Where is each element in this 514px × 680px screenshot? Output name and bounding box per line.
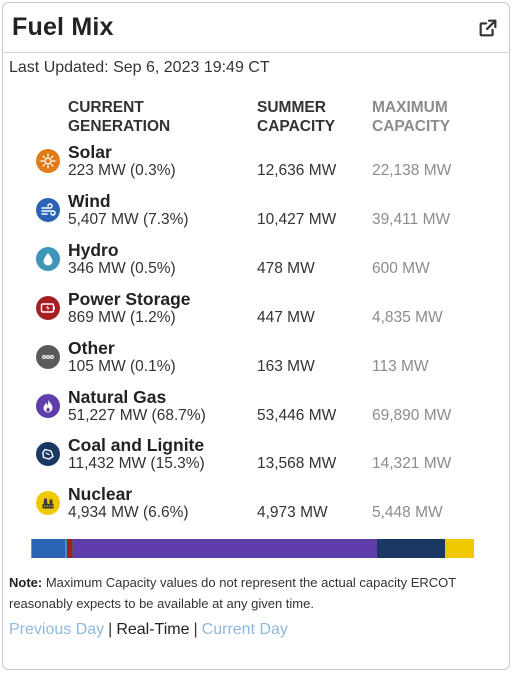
fuel-maximum-capacity: 39,411 MW bbox=[372, 210, 451, 228]
fuel-mix-card: Fuel Mix bbox=[2, 2, 510, 670]
fuel-row-wind: Wind 5,407 MW (7.3%) 10,427 MW 39,411 MW bbox=[0, 190, 508, 238]
fuel-name: Natural Gas bbox=[68, 386, 167, 407]
external-link-icon[interactable] bbox=[477, 17, 499, 39]
fuel-name: Other bbox=[68, 337, 115, 358]
flame-icon bbox=[36, 393, 60, 418]
fuel-name: Wind bbox=[68, 190, 111, 211]
more-dots-icon bbox=[36, 344, 60, 369]
bar-segment-solar bbox=[31, 539, 33, 558]
fuel-summer-capacity: 163 MW bbox=[257, 357, 315, 375]
fuel-current-generation: 5,407 MW (7.3%) bbox=[68, 210, 189, 228]
nuclear-plant-icon bbox=[36, 491, 60, 516]
fuel-summer-capacity: 447 MW bbox=[257, 308, 315, 326]
current-day-link[interactable]: Current Day bbox=[201, 621, 288, 638]
fuel-name: Coal and Lignite bbox=[68, 435, 205, 456]
note-text: Maximum Capacity values do not represent… bbox=[9, 575, 456, 611]
fuel-summer-capacity: 13,568 MW bbox=[257, 455, 337, 473]
fuel-name: Hydro bbox=[68, 239, 119, 260]
fuel-summer-capacity: 478 MW bbox=[257, 259, 315, 277]
fuel-name: Solar bbox=[68, 142, 112, 162]
fuel-row-natural-gas: Natural Gas 51,227 MW (68.7%) 53,446 MW 69,… bbox=[0, 386, 508, 434]
column-header-maximum: MAXIMUM CAPACITY bbox=[372, 99, 451, 135]
fuel-summer-capacity: 12,636 MW bbox=[257, 162, 337, 179]
note-label: Note: bbox=[9, 575, 43, 590]
bar-segment-wind bbox=[32, 539, 65, 558]
fuel-row-hydro: Hydro 346 MW (0.5%) 478 MW 600 MW bbox=[0, 239, 508, 287]
water-drop-icon bbox=[36, 246, 60, 271]
fuel-name: Power Storage bbox=[68, 288, 191, 309]
bar-segment-coal-and-lignite bbox=[376, 539, 445, 558]
fuel-row-solar: Solar 223 MW (0.3%) 12,636 MW 22,138 MW bbox=[0, 142, 508, 189]
fuel-maximum-capacity: 69,890 MW bbox=[372, 406, 452, 424]
last-updated: Last Updated: Sep 6, 2023 19:49 CT bbox=[9, 59, 270, 76]
view-links: Previous Day | Real-Time | Current Day bbox=[9, 621, 288, 639]
fuel-maximum-capacity: 22,138 MW bbox=[372, 162, 452, 179]
column-header-summer: SUMMER CAPACITY bbox=[257, 99, 336, 135]
fuel-row-coal-and-lignite: Coal and Lignite 11,432 MW (15.3%) 13,568 … bbox=[0, 435, 508, 482]
fuel-current-generation: 4,934 MW (6.6%) bbox=[68, 504, 189, 522]
fuel-maximum-capacity: 14,321 MW bbox=[372, 455, 452, 473]
coal-icon bbox=[36, 442, 60, 467]
fuel-current-generation: 869 MW (1.2%) bbox=[68, 308, 176, 326]
fuel-share-bar bbox=[31, 539, 474, 558]
fuel-summer-capacity: 10,427 MW bbox=[257, 210, 337, 228]
capacity-note: Note: Maximum Capacity values do not rep… bbox=[9, 572, 499, 614]
wind-icon bbox=[36, 197, 60, 222]
fuel-row-power-storage: Power Storage 869 MW (1.2%) 447 MW 4,835 MW bbox=[0, 288, 508, 336]
fuel-maximum-capacity: 600 MW bbox=[372, 259, 430, 277]
sun-icon bbox=[36, 149, 60, 173]
bar-segment-power-storage bbox=[66, 539, 73, 558]
fuel-current-generation: 11,432 MW (15.3%) bbox=[68, 455, 205, 473]
fuel-name: Nuclear bbox=[68, 484, 133, 505]
card-title: Fuel Mix bbox=[12, 13, 114, 41]
link-separator: | bbox=[108, 621, 113, 638]
bar-segment-natural-gas bbox=[72, 539, 377, 558]
fuel-current-generation: 346 MW (0.5%) bbox=[68, 259, 176, 277]
battery-icon bbox=[36, 295, 60, 320]
fuel-maximum-capacity: 113 MW bbox=[372, 357, 429, 375]
column-header-current: CURRENT GENERATION bbox=[68, 99, 171, 135]
real-time-link[interactable]: Real-Time bbox=[116, 621, 190, 638]
fuel-row-nuclear: Nuclear 4,934 MW (6.6%) 4,973 MW 5,448 MW bbox=[0, 484, 508, 531]
link-separator: | bbox=[193, 621, 198, 638]
fuel-maximum-capacity: 4,835 MW bbox=[372, 308, 443, 326]
card-header: Fuel Mix bbox=[3, 3, 509, 53]
fuel-maximum-capacity: 5,448 MW bbox=[372, 504, 443, 522]
fuel-current-generation: 105 MW (0.1%) bbox=[68, 357, 176, 375]
fuel-current-generation: 223 MW (0.3%) bbox=[68, 162, 176, 179]
fuel-summer-capacity: 4,973 MW bbox=[257, 504, 328, 522]
fuel-summer-capacity: 53,446 MW bbox=[257, 406, 337, 424]
fuel-current-generation: 51,227 MW (68.7%) bbox=[68, 406, 206, 424]
previous-day-link[interactable]: Previous Day bbox=[9, 621, 105, 638]
bar-segment-nuclear bbox=[444, 539, 474, 558]
fuel-row-other: Other 105 MW (0.1%) 163 MW 113 MW bbox=[0, 337, 508, 385]
bar-segment-hydro bbox=[64, 539, 67, 558]
